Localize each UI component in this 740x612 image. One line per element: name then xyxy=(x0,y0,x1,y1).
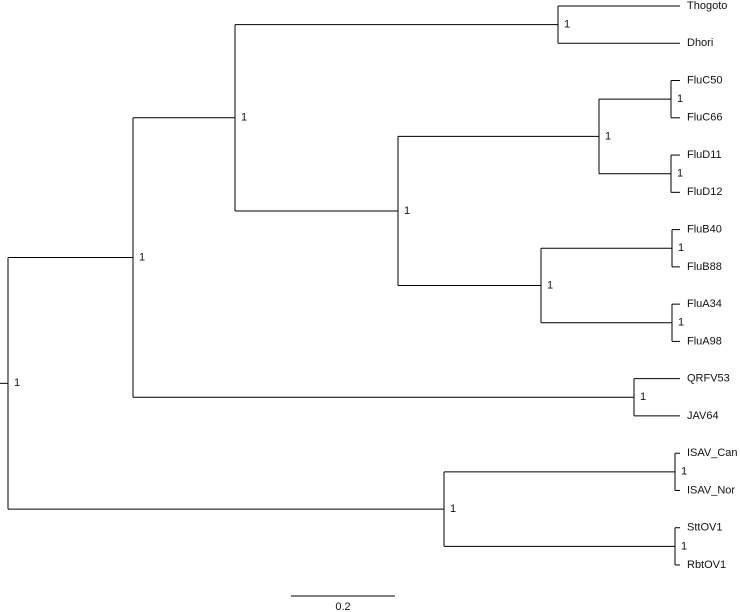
leaf-label: JAV64 xyxy=(687,410,719,422)
leaf-label: QRFV53 xyxy=(687,373,730,385)
support-label: 1 xyxy=(681,540,687,552)
leaf-label: Thogoto xyxy=(687,0,727,12)
support-label: 1 xyxy=(681,466,687,478)
support-label: 1 xyxy=(564,19,570,31)
leaf-label: Dhori xyxy=(687,37,713,49)
support-label: 1 xyxy=(450,503,456,515)
support-label: 1 xyxy=(678,317,684,329)
support-label: 1 xyxy=(605,130,611,142)
leaf-label: SttOV1 xyxy=(687,522,722,534)
leaf-label: FluD11 xyxy=(687,149,722,161)
leaf-label: FluA98 xyxy=(687,335,722,347)
support-label: 1 xyxy=(678,242,684,254)
leaf-label: ISAV_Nor xyxy=(687,484,735,496)
support-label: 1 xyxy=(14,377,20,389)
leaf-label: ISAV_Can xyxy=(687,447,738,459)
support-label: 1 xyxy=(404,205,410,217)
support-label: 1 xyxy=(677,93,683,105)
support-label: 1 xyxy=(241,112,247,124)
support-label: 1 xyxy=(677,168,683,180)
support-label: 1 xyxy=(139,251,145,263)
leaf-label: FluB88 xyxy=(687,261,722,273)
leaf-label: RbtOV1 xyxy=(687,559,726,571)
leaf-label: FluA34 xyxy=(687,298,722,310)
leaf-label: FluD12 xyxy=(687,186,722,198)
support-label: 1 xyxy=(640,391,646,403)
leaf-label: FluB40 xyxy=(687,224,722,236)
support-label: 1 xyxy=(547,279,553,291)
leaf-label: FluC66 xyxy=(687,112,722,124)
scale-bar-label: 0.2 xyxy=(335,601,350,612)
leaf-label: FluC50 xyxy=(687,74,722,86)
